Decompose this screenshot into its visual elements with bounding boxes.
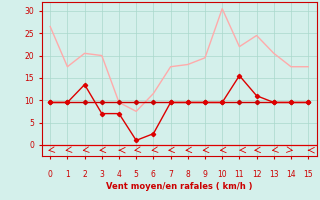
X-axis label: Vent moyen/en rafales ( km/h ): Vent moyen/en rafales ( km/h ): [106, 182, 252, 191]
